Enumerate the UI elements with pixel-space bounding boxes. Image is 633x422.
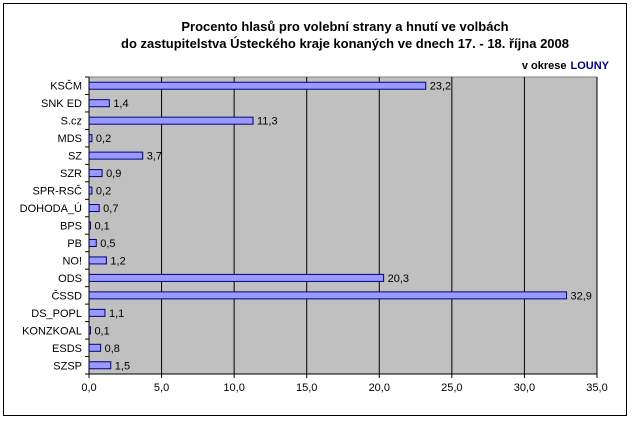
category-label: SZSP: [53, 360, 82, 372]
region-name: LOUNY: [570, 60, 610, 72]
data-label: 1,4: [113, 98, 128, 110]
category-label: SZ: [68, 151, 82, 163]
data-label: 0,1: [94, 325, 109, 337]
chart-title-line-2: do zastupitelstva Ústeckého kraje konaný…: [121, 36, 569, 51]
category-label: NO!: [62, 255, 82, 267]
data-label: 0,2: [96, 186, 111, 198]
gridlines: [161, 77, 598, 374]
data-label: 11,3: [257, 116, 278, 128]
category-label: BPS: [60, 221, 82, 233]
category-label: ODS: [58, 273, 82, 285]
x-tick-label: 10,0: [223, 382, 244, 394]
bar: [88, 99, 110, 108]
data-label: 1,5: [115, 360, 130, 372]
chart-title-line-1: Procento hlasů pro volební strany a hnut…: [181, 19, 509, 34]
data-label: 1,1: [109, 308, 124, 320]
data-label: 23,2: [430, 81, 451, 93]
bar: [88, 116, 254, 125]
bar: [88, 361, 112, 370]
bar: [88, 308, 106, 317]
bar: [88, 256, 107, 265]
category-label: DS_POPL: [31, 308, 82, 320]
bar: [88, 343, 102, 352]
category-label: ČSSD: [51, 289, 82, 302]
category-label: SNK ED: [41, 98, 82, 110]
category-label: SPR-RSČ: [32, 185, 82, 198]
category-label: DOHODA_Ú: [20, 202, 82, 215]
labels: 0,0 5,0 10,0 15,0 20,0 25,0 30,0 35,0 KSČM 23,2 SN…: [20, 80, 608, 394]
x-tick-label: 25,0: [441, 382, 462, 394]
region-caption: v okrese LOUNY: [522, 60, 609, 72]
category-label: SZR: [60, 168, 82, 180]
chart-title: Procento hlasů pro volební strany a hnut…: [0, 18, 633, 52]
bar: [88, 81, 427, 90]
bar: [88, 204, 100, 213]
data-label: 0,9: [106, 168, 121, 180]
data-label: 0,1: [94, 221, 109, 233]
category-label: KSČM: [50, 80, 82, 93]
axes: [85, 76, 598, 378]
x-tick-label: 15,0: [296, 382, 317, 394]
x-tick-label: 20,0: [369, 382, 390, 394]
category-label: PB: [67, 238, 82, 250]
bar: [88, 291, 568, 300]
category-label: S.cz: [61, 116, 82, 128]
x-tick-label: 30,0: [514, 382, 535, 394]
plot-area: [88, 76, 598, 375]
data-label: 0,8: [105, 343, 120, 355]
bar: [88, 151, 144, 160]
bar: [88, 273, 385, 282]
data-label: 3,7: [147, 151, 162, 163]
x-tick-label: 35,0: [586, 382, 607, 394]
x-tick-label: 5,0: [154, 382, 169, 394]
data-label: 20,3: [388, 273, 409, 285]
data-label: 1,2: [110, 255, 125, 267]
data-label: 0,5: [100, 238, 115, 250]
data-label: 32,9: [571, 290, 592, 302]
bar: [88, 238, 97, 247]
data-label: 0,7: [103, 203, 118, 215]
category-label: MDS: [58, 133, 82, 145]
bar: [88, 169, 103, 178]
category-label: ESDS: [52, 343, 82, 355]
data-label: 0,2: [96, 133, 111, 145]
region-prefix: v okrese: [521, 60, 567, 72]
x-tick-label: 0,0: [81, 382, 96, 394]
category-label: KONZKOAL: [22, 325, 82, 337]
